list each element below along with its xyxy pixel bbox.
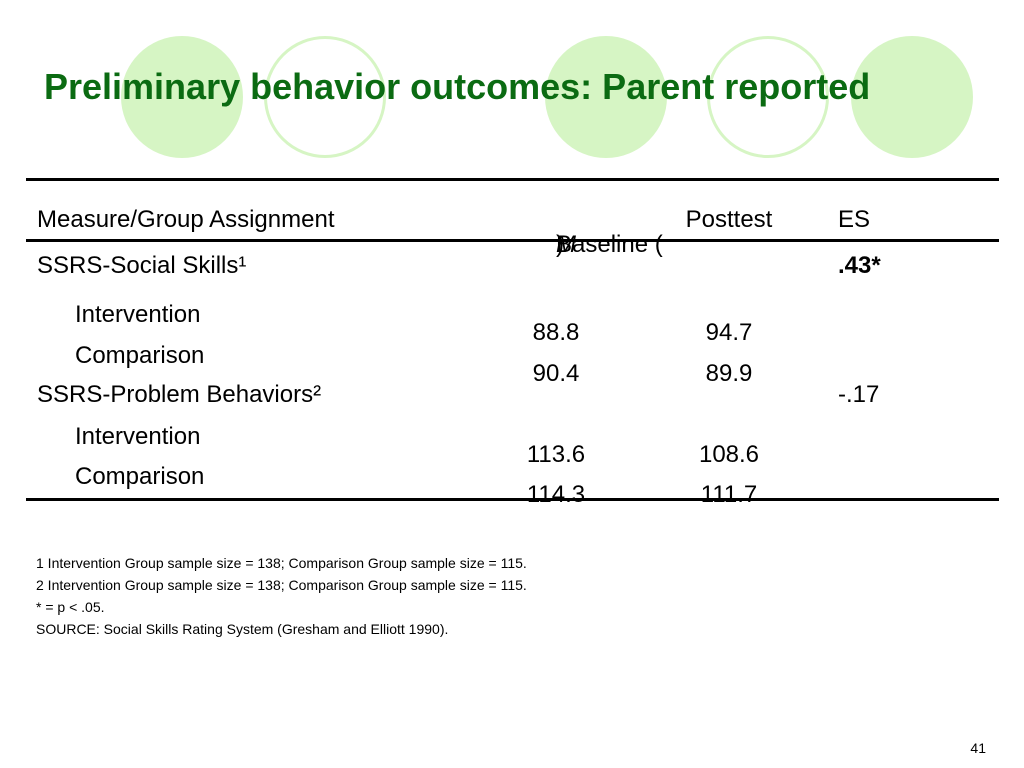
row-posttest: 108.6: [698, 441, 760, 468]
header-measure: Measure/Group Assignment: [37, 206, 335, 233]
row-es: .43*: [838, 252, 881, 279]
header-baseline-prefix: Baseline (: [556, 231, 663, 258]
decorative-circle-1: [121, 36, 243, 158]
decorative-ring-2: [707, 36, 829, 158]
decorative-circle-2: [545, 36, 667, 158]
footnote-significance: * = p < .05.: [36, 599, 105, 615]
slide-title: Preliminary behavior outcomes: Parent re…: [44, 66, 871, 107]
footnote-1: 1 Intervention Group sample size = 138; …: [36, 555, 527, 571]
table-top-rule: [26, 178, 999, 181]
table-row: Comparison 114.3 111.7: [26, 450, 999, 508]
table-row: SSRS-Problem Behaviors² -.17: [26, 365, 999, 409]
header-baseline-suffix: ): [556, 231, 564, 258]
table-row: Intervention 88.8 94.7: [26, 283, 999, 346]
row-label: Comparison: [75, 342, 205, 369]
row-baseline: 90.4: [532, 360, 580, 387]
decorative-ring-1: [264, 36, 386, 158]
row-baseline: 114.3: [526, 481, 586, 508]
page-number: 41: [970, 740, 986, 756]
table-row: Comparison 90.4 89.9: [26, 324, 999, 387]
header-posttest-label: Posttest: [685, 206, 773, 233]
row-label: Intervention: [75, 423, 201, 450]
row-posttest: 111.7: [700, 481, 758, 508]
row-posttest: 94.7: [705, 319, 753, 346]
row-es: -.17: [838, 381, 880, 408]
header-es: ES: [838, 206, 871, 233]
footnote-2: 2 Intervention Group sample size = 138; …: [36, 577, 527, 593]
results-table: Measure/Group Assignment Baseline (M) Po…: [26, 178, 999, 508]
table-row: SSRS-Social Skills¹ .43*: [26, 242, 999, 283]
table-header-row: Measure/Group Assignment Baseline (M) Po…: [26, 181, 999, 258]
table-row: Intervention 113.6 108.6: [26, 409, 999, 468]
footnotes: 1 Intervention Group sample size = 138; …: [36, 552, 527, 640]
row-label: Comparison: [75, 463, 205, 490]
table-bottom-rule: [26, 498, 999, 501]
row-baseline: 88.8: [532, 319, 580, 346]
footnote-source: SOURCE: Social Skills Rating System (Gre…: [36, 621, 449, 637]
row-label: SSRS-Problem Behaviors²: [37, 381, 322, 408]
decorative-circle-3: [851, 36, 973, 158]
row-posttest: 89.9: [705, 360, 753, 387]
row-label: Intervention: [75, 301, 201, 328]
row-label: SSRS-Social Skills¹: [37, 252, 247, 279]
row-baseline: 113.6: [526, 441, 586, 468]
header-baseline-italic: M: [556, 231, 576, 258]
table-header-rule: [26, 239, 999, 242]
